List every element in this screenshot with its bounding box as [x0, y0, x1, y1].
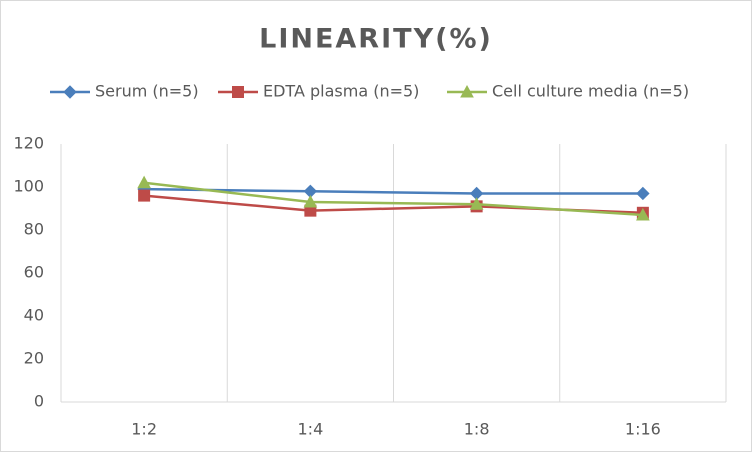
y-tick-label: 120: [13, 134, 44, 153]
y-tick-label: 100: [13, 177, 44, 196]
x-tick-label: 1:16: [625, 420, 661, 439]
legend-label: Serum (n=5): [95, 82, 199, 101]
legend-label: Cell culture media (n=5): [492, 82, 689, 101]
x-tick-label: 1:2: [131, 420, 157, 439]
data-point: [303, 195, 318, 208]
y-tick-label: 20: [24, 349, 44, 368]
legend-marker: [232, 86, 244, 98]
y-tick-label: 80: [24, 220, 44, 239]
data-point: [138, 189, 151, 202]
legend-label: EDTA plasma (n=5): [263, 82, 419, 101]
data-point: [636, 207, 650, 221]
series-line: [143, 181, 643, 217]
data-point: [137, 175, 151, 189]
y-tick-label: 40: [24, 306, 44, 325]
y-tick-label: 0: [34, 392, 44, 411]
x-tick-label: 1:8: [464, 420, 490, 439]
data-point: [469, 197, 484, 210]
data-point: [636, 186, 650, 201]
x-tick-label: 1:4: [298, 420, 324, 439]
legend-marker: [63, 85, 77, 99]
chart-title: LINEARITY(%): [259, 24, 493, 55]
legend-marker: [460, 84, 474, 98]
series-line: [144, 187, 643, 195]
y-tick-label: 60: [24, 263, 44, 282]
